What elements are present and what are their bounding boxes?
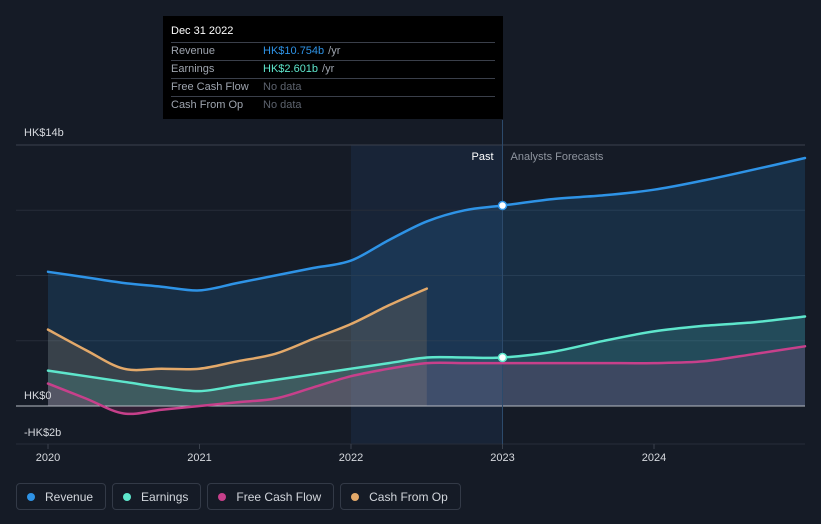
tooltip-date: Dec 31 2022	[171, 25, 234, 37]
legend-item-earnings[interactable]: Earnings	[112, 483, 202, 510]
revenue-marker	[497, 200, 508, 211]
chart-legend: Revenue Earnings Free Cash Flow Cash Fro…	[16, 483, 461, 510]
tooltip-value: HK$2.601b	[263, 63, 319, 75]
tooltip-label: Revenue	[171, 45, 216, 57]
cash-from-op-line	[46, 287, 429, 372]
x-tick-label: 2021	[187, 452, 211, 464]
tooltip-unit: /yr	[322, 63, 335, 75]
tooltip-row-earnings: Earnings HK$2.601b /yr	[171, 60, 495, 78]
tooltip-row-free-cash-flow: Free Cash Flow No data	[171, 78, 495, 96]
y-axis-label-zero: HK$0	[24, 390, 52, 402]
series-areas	[48, 158, 805, 414]
legend-item-revenue[interactable]: Revenue	[16, 483, 107, 510]
legend-item-free-cash-flow[interactable]: Free Cash Flow	[207, 483, 335, 510]
past-label: Past	[471, 151, 493, 163]
legend-label: Revenue	[45, 489, 94, 504]
gridlines	[16, 144, 805, 445]
x-tick-label: 2023	[490, 452, 514, 464]
x-tick-label: 2024	[642, 452, 666, 464]
cash-from-op-area	[48, 288, 427, 406]
legend-label: Earnings	[141, 489, 189, 504]
x-tick-label: 2022	[339, 452, 363, 464]
tooltip-value: HK$10.754b	[263, 45, 325, 57]
earnings-dot-icon	[123, 492, 132, 501]
tooltip-label: Cash From Op	[171, 99, 244, 111]
tooltip-row-cash-from-op: Cash From Op No data	[171, 96, 495, 114]
revenue-line	[46, 156, 807, 292]
free-cash-flow-line	[46, 345, 807, 416]
x-axis-ticks: 2020 2021 2022 2023 2024	[36, 444, 666, 464]
tooltip-value: No data	[263, 81, 302, 93]
free-cash-flow-dot-icon	[218, 492, 227, 501]
chart-canvas: Past Analysts Forecasts HK$14b HK$0 -HK$…	[16, 120, 807, 464]
y-axis-label-top: HK$14b	[24, 127, 64, 139]
tooltip: Dec 31 2022 Revenue HK$10.754b /yr Earni…	[163, 16, 503, 119]
earnings-marker	[497, 352, 508, 363]
highlight-markers	[497, 200, 508, 363]
y-axis-label-bottom: -HK$2b	[24, 427, 61, 439]
tooltip-row-revenue: Revenue HK$10.754b /yr	[171, 42, 495, 60]
earnings-line	[46, 315, 807, 393]
tooltip-label: Free Cash Flow	[171, 81, 249, 93]
forecast-label: Analysts Forecasts	[511, 151, 604, 163]
x-tick-label: 2020	[36, 452, 60, 464]
series-lines	[46, 156, 807, 416]
revenue-dot-icon	[27, 492, 35, 501]
past-highlight-band	[351, 145, 503, 444]
legend-label: Free Cash Flow	[236, 489, 322, 504]
tooltip-unit: /yr	[328, 45, 341, 57]
legend-label: Cash From Op	[369, 489, 448, 504]
tooltip-label: Earnings	[171, 63, 215, 75]
tooltip-value: No data	[263, 99, 302, 111]
cash-from-op-dot-icon	[351, 492, 360, 501]
revenue-area	[48, 158, 805, 406]
legend-item-cash-from-op[interactable]: Cash From Op	[340, 483, 461, 510]
